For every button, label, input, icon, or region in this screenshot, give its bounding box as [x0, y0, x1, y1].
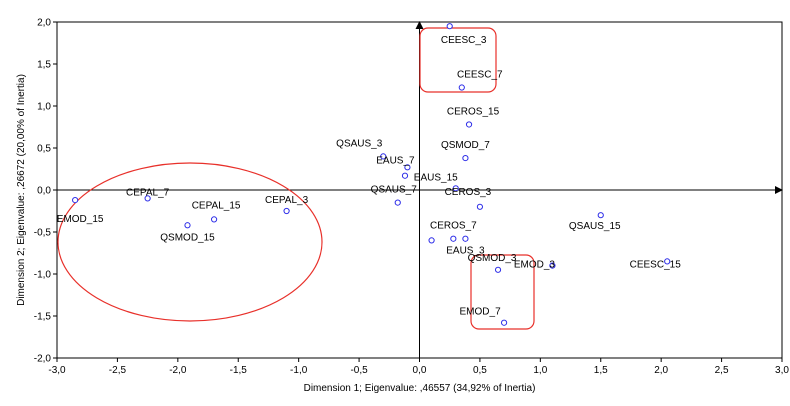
data-point [283, 207, 290, 215]
x-tick-label: -2,0 [169, 365, 187, 376]
highlight-shapes [57, 27, 535, 330]
data-point [401, 172, 409, 179]
highlight-ellipse [57, 162, 323, 322]
x-tick-label: 2,0 [654, 365, 668, 376]
x-tick-label: -2,5 [109, 365, 127, 376]
data-point [664, 258, 671, 265]
point-label: CEPAL_15 [192, 200, 241, 211]
data-point [404, 164, 411, 171]
data-point [184, 222, 191, 229]
data-point [462, 235, 469, 242]
y-tick-label: 0,5 [37, 144, 51, 155]
x-tick-label: 0,0 [413, 365, 427, 376]
point-label: CEROS_3 [445, 187, 492, 198]
data-point [458, 84, 465, 91]
point-label: EAUS_3 [446, 246, 485, 257]
point-label: CEROS_15 [447, 106, 500, 117]
y-axis-ticks: 2,0 1,5 1,0 0,5 0,0 -0,5 -1,0 -1,5 -2,0 [34, 18, 57, 365]
point-label: CEESC_3 [441, 35, 487, 46]
highlight-box-bottom [470, 254, 535, 330]
x-tick-label: -1,5 [230, 365, 248, 376]
x-axis-ticks: -3,0 -2,5 -2,0 -1,5 -1,0 -0,5 0,0 0,5 1,0 1,5 2,0 2… [48, 358, 789, 376]
data-point [462, 154, 469, 162]
point-label: EAUS_7 [376, 155, 415, 166]
x-tick-label: 0,5 [473, 365, 487, 376]
data-point [476, 203, 484, 210]
data-point [597, 212, 604, 219]
point-label: CEROS_7 [430, 221, 477, 232]
x-axis-title: Dimension 1; Eigenvalue: ,46557 (34,92% … [304, 383, 536, 394]
x-tick-label: -1,0 [290, 365, 308, 376]
x-tick-label: 1,0 [533, 365, 547, 376]
point-labels: CEESC_3 CEESC_7 CEROS_15 QSMOD_7 QSAUS_3 EAUS… [57, 35, 681, 318]
point-label: CEESC_7 [457, 70, 503, 81]
x-tick-label: -0,5 [350, 365, 368, 376]
data-point [144, 195, 151, 202]
y-tick-label: 1,5 [37, 60, 51, 71]
point-label: QSMOD_15 [160, 232, 215, 243]
point-label: CEESC_15 [630, 259, 682, 270]
data-point [465, 121, 473, 128]
point-label: EMOD_3 [514, 260, 556, 271]
point-label: QSAUS_7 [371, 185, 418, 196]
point-label: EMOD_15 [57, 214, 104, 225]
point-label: QSMOD_3 [468, 253, 517, 264]
data-point [72, 196, 79, 204]
point-label: EMOD_7 [460, 307, 502, 318]
y-tick-label: 0,0 [37, 186, 51, 197]
data-point [380, 153, 387, 160]
y-axis-title: Dimension 2; Eigenvalue: ,26672 (20,00% … [16, 74, 27, 306]
data-point [549, 262, 556, 269]
y-tick-label: 2,0 [37, 18, 51, 29]
data-point [446, 23, 453, 30]
data-point [428, 237, 435, 244]
x-tick-label: 1,5 [594, 365, 608, 376]
data-point [394, 199, 401, 206]
point-label: CEPAL_3 [265, 195, 309, 206]
y-tick-label: -1,0 [34, 270, 52, 281]
data-point [500, 319, 508, 326]
data-point [210, 216, 218, 223]
highlight-box-top [419, 27, 497, 93]
point-label: EAUS_15 [414, 172, 458, 183]
point-label: QSAUS_15 [569, 221, 621, 232]
data-points [72, 23, 671, 326]
y-tick-label: -0,5 [34, 228, 52, 239]
x-tick-label: 3,0 [775, 365, 789, 376]
point-label: QSMOD_7 [441, 140, 490, 151]
data-point [452, 185, 459, 192]
y-tick-label: 1,0 [37, 102, 51, 113]
point-label: QSAUS_3 [336, 138, 383, 149]
point-label: CEPAL_7 [126, 187, 170, 198]
y-tick-label: -2,0 [34, 354, 52, 365]
x-tick-label: -3,0 [48, 365, 66, 376]
x-tick-label: 2,5 [715, 365, 729, 376]
y-tick-label: -1,5 [34, 312, 52, 323]
data-point [494, 266, 502, 273]
data-point [450, 235, 457, 242]
